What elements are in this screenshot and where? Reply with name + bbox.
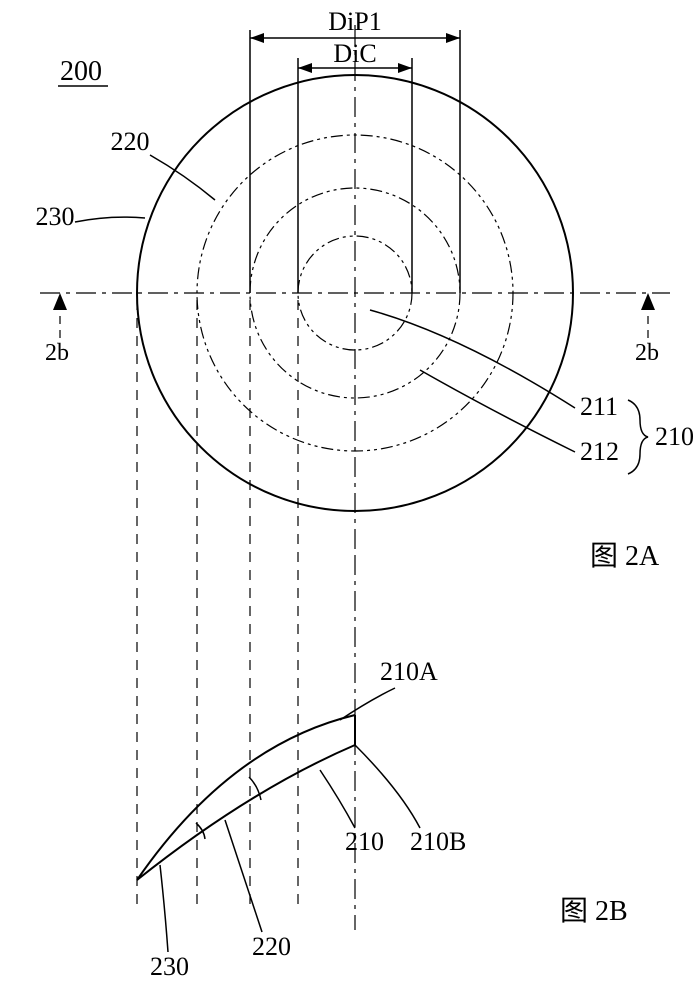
dim-label-dic: DiC: [333, 39, 376, 68]
callout-210: 210: [345, 827, 384, 856]
dim-label-dip1: DiP1: [328, 7, 381, 36]
section-label-right: 2b: [635, 340, 659, 366]
arrow-dic-r: [398, 63, 412, 73]
leader-210b: [355, 745, 420, 828]
leader-230b: [160, 865, 168, 952]
title-fig-2b: 图 2B: [560, 896, 628, 927]
leader-220: [150, 155, 215, 200]
leader-210a: [340, 688, 395, 720]
arrow-dip1-l: [250, 33, 264, 43]
callout-211: 211: [580, 392, 618, 421]
ref-num-200: 200: [60, 56, 102, 87]
callout-220: 220: [111, 127, 150, 156]
brace-210: [628, 400, 648, 474]
section-arrowhead-right: [641, 293, 655, 310]
leader-230: [75, 217, 145, 222]
callout-210b: 210B: [410, 827, 466, 856]
leader-210: [320, 770, 355, 828]
leader-220b: [225, 820, 262, 932]
leader-211: [370, 310, 575, 408]
callout-210-group: 210: [655, 422, 694, 451]
title-fig-2a: 图 2A: [590, 541, 660, 572]
callout-230: 230: [36, 202, 75, 231]
arrow-dic-l: [298, 63, 312, 73]
leader-212: [420, 370, 575, 452]
section-arrowhead-left: [53, 293, 67, 310]
arrow-dip1-r: [446, 33, 460, 43]
section-label-left: 2b: [45, 340, 69, 366]
callout-220b: 220: [252, 932, 291, 961]
callout-212: 212: [580, 437, 619, 466]
callout-230b: 230: [150, 952, 189, 981]
callout-210a: 210A: [380, 657, 438, 686]
